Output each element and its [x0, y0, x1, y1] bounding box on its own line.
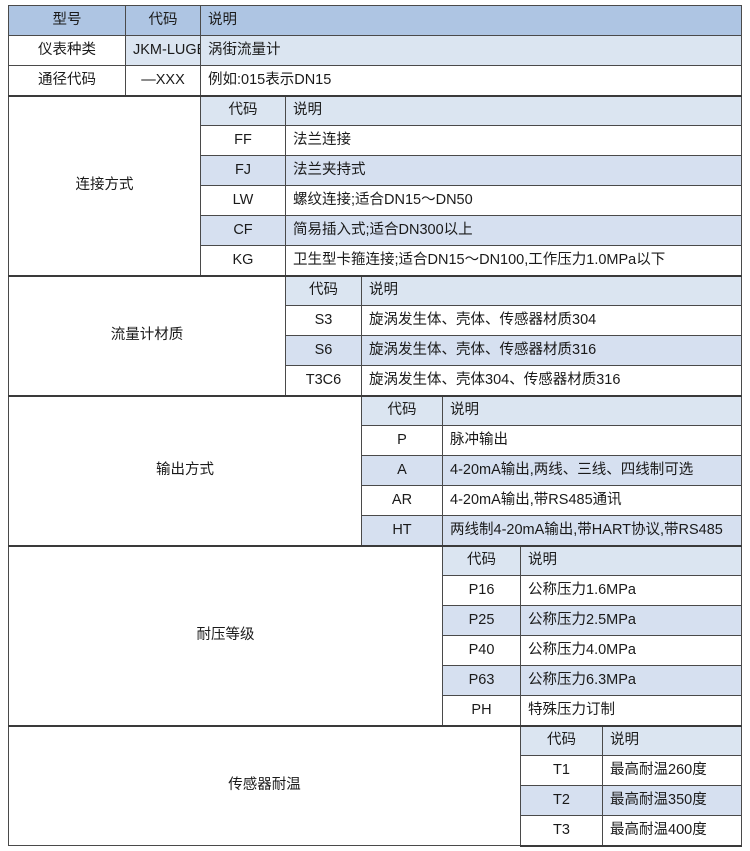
item-code: T2	[520, 785, 603, 816]
header-model: 型号	[8, 5, 126, 36]
row-label: 仪表种类	[8, 35, 126, 66]
item-desc: 螺纹连接;适合DN15～DN50	[284, 185, 743, 216]
item-desc: 特殊压力订制	[519, 695, 743, 726]
item-desc: 旋涡发生体、壳体304、传感器材质316	[360, 365, 743, 396]
item-code: A	[361, 455, 443, 486]
subheader-code: 代码	[200, 95, 286, 126]
section-item-row: FF 法兰连接	[9, 125, 743, 156]
section-item-row: LW 螺纹连接;适合DN15～DN50	[9, 185, 743, 216]
item-desc: 法兰连接	[284, 125, 743, 156]
item-desc: 4-20mA输出,两线、三线、四线制可选	[441, 455, 743, 486]
header-desc: 说明	[199, 5, 743, 36]
section-item-row: T1 最高耐温260度	[9, 755, 743, 786]
section-item-row: S6 旋涡发生体、壳体、传感器材质316	[9, 335, 743, 366]
item-code: CF	[200, 215, 286, 246]
section-item-row: T2 最高耐温350度	[9, 785, 743, 816]
section-item-row: FJ 法兰夹持式	[9, 155, 743, 186]
item-code: T1	[520, 755, 603, 786]
item-desc: 最高耐温400度	[601, 815, 743, 847]
model-selection-table: 型号 代码 说明 仪表种类 JKM-LUGB 涡街流量计 通径代码 —XXX 例如:015表示D…	[8, 5, 743, 847]
section-item-row: AR 4-20mA输出,带RS485通讯	[9, 485, 743, 516]
section-header-row: 耐压等级 代码 说明	[8, 545, 743, 726]
item-desc: 公称压力4.0MPa	[519, 635, 743, 666]
table-row: 仪表种类 JKM-LUGB 涡街流量计	[8, 35, 743, 66]
section-item-row: P 脉冲输出	[9, 425, 743, 456]
section-item-row: PH 特殊压力订制	[9, 695, 743, 726]
item-desc: 两线制4-20mA输出,带HART协议,带RS485	[441, 515, 743, 546]
item-desc: 卫生型卡箍连接;适合DN15～DN100,工作压力1.0MPa以下	[284, 245, 743, 276]
item-desc: 公称压力2.5MPa	[519, 605, 743, 636]
item-code: LW	[200, 185, 286, 216]
subheader-code: 代码	[442, 545, 521, 576]
section-label: 耐压等级	[8, 545, 443, 726]
item-code: S3	[285, 305, 362, 336]
subheader-desc: 说明	[360, 275, 743, 306]
section-header-row: 传感器耐温 代码 说明	[8, 725, 743, 846]
item-desc: 简易插入式;适合DN300以上	[284, 215, 743, 246]
subheader-code: 代码	[285, 275, 362, 306]
item-desc: 脉冲输出	[441, 425, 743, 456]
table-body: 型号 代码 说明 仪表种类 JKM-LUGB 涡街流量计 通径代码 —XXX 例如:015表示D…	[8, 5, 743, 847]
item-desc: 旋涡发生体、壳体、传感器材质304	[360, 305, 743, 336]
item-desc: 最高耐温350度	[601, 785, 743, 816]
item-code: P25	[442, 605, 521, 636]
item-code: KG	[200, 245, 286, 276]
subheader-desc: 说明	[601, 725, 743, 756]
section-item-row: CF 简易插入式;适合DN300以上	[9, 215, 743, 246]
section-label: 流量计材质	[8, 275, 286, 396]
subheader-desc: 说明	[441, 395, 743, 426]
item-code: FF	[200, 125, 286, 156]
row-code: JKM-LUGB	[125, 35, 201, 66]
section-header-row: 连接方式 代码 说明	[8, 95, 743, 276]
item-desc: 最高耐温260度	[601, 755, 743, 786]
section-item-row: A 4-20mA输出,两线、三线、四线制可选	[9, 455, 743, 486]
item-code: PH	[442, 695, 521, 726]
row-desc: 例如:015表示DN15	[199, 65, 743, 96]
item-desc: 旋涡发生体、壳体、传感器材质316	[360, 335, 743, 366]
section-item-row: T3 最高耐温400度	[9, 815, 743, 847]
section-item-row: P25 公称压力2.5MPa	[9, 605, 743, 636]
item-desc: 公称压力1.6MPa	[519, 575, 743, 606]
item-desc: 公称压力6.3MPa	[519, 665, 743, 696]
item-code: FJ	[200, 155, 286, 186]
subheader-desc: 说明	[519, 545, 743, 576]
row-label: 通径代码	[8, 65, 126, 96]
section-header-row: 输出方式 代码 说明	[8, 395, 743, 546]
item-code: P40	[442, 635, 521, 666]
table-header-row: 型号 代码 说明	[8, 5, 743, 36]
item-code: P	[361, 425, 443, 456]
item-desc: 法兰夹持式	[284, 155, 743, 186]
item-desc: 4-20mA输出,带RS485通讯	[441, 485, 743, 516]
item-code: AR	[361, 485, 443, 516]
section-item-row: T3C6 旋涡发生体、壳体304、传感器材质316	[9, 365, 743, 396]
subheader-desc: 说明	[284, 95, 743, 126]
item-code: T3C6	[285, 365, 362, 396]
item-code: S6	[285, 335, 362, 366]
row-code: —XXX	[125, 65, 201, 96]
subheader-code: 代码	[520, 725, 603, 756]
subheader-code: 代码	[361, 395, 443, 426]
row-desc: 涡街流量计	[199, 35, 743, 66]
table-row: 通径代码 —XXX 例如:015表示DN15	[8, 65, 743, 96]
item-code: HT	[361, 515, 443, 546]
section-item-row: P63 公称压力6.3MPa	[9, 665, 743, 696]
section-label: 传感器耐温	[8, 725, 521, 846]
header-code: 代码	[125, 5, 201, 36]
section-item-row: KG 卫生型卡箍连接;适合DN15～DN100,工作压力1.0MPa以下	[9, 245, 743, 276]
item-code: P16	[442, 575, 521, 606]
section-item-row: P16 公称压力1.6MPa	[9, 575, 743, 606]
section-header-row: 流量计材质 代码 说明	[8, 275, 743, 396]
section-label: 连接方式	[8, 95, 201, 276]
section-item-row: HT 两线制4-20mA输出,带HART协议,带RS485	[9, 515, 743, 546]
item-code: P63	[442, 665, 521, 696]
section-label: 输出方式	[8, 395, 362, 546]
item-code: T3	[520, 815, 603, 847]
